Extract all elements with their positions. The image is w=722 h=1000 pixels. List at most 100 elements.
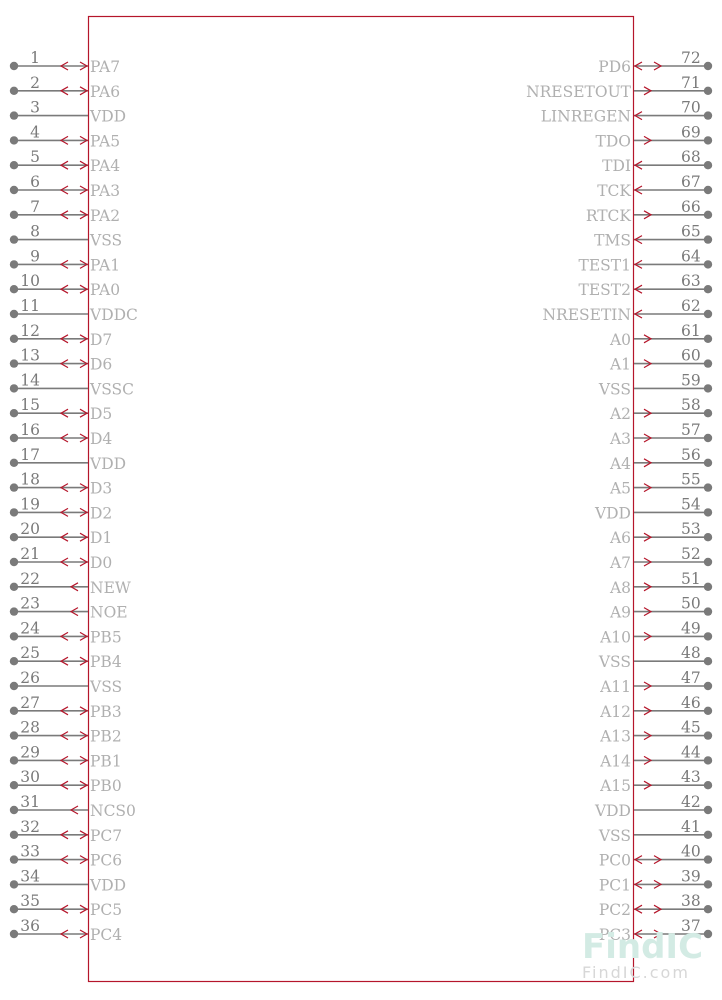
pin-number: 58 [681, 396, 701, 414]
pin-endpoint-dot [703, 681, 713, 691]
pin-number: 47 [681, 669, 701, 687]
pin-name: PC2 [599, 901, 631, 919]
pin-number: 59 [681, 371, 701, 389]
pin-27: 27 PB3 [9, 694, 122, 721]
pin-number: 30 [20, 768, 40, 786]
pin-direction-arrow [59, 61, 89, 71]
pin-number: 43 [681, 768, 701, 786]
pin-66: 66 RTCK [586, 198, 713, 225]
pin-number: 45 [681, 719, 701, 737]
pin-8: 8 VSS [9, 223, 122, 250]
pin-16: 16 D4 [9, 421, 112, 448]
pin-name: PB3 [90, 703, 122, 721]
pin-direction-arrow [59, 284, 89, 294]
pin-number: 36 [20, 917, 40, 935]
pin-endpoint-dot [9, 632, 19, 641]
pin-direction-arrow [59, 507, 89, 517]
pin-endpoint-dot [9, 607, 19, 616]
pin-number: 35 [20, 892, 40, 910]
pin-number: 18 [20, 471, 40, 489]
pin-64: 64 TEST1 [579, 247, 713, 274]
pin-32: 32 PC7 [9, 818, 122, 845]
pin-endpoint-dot [703, 458, 713, 467]
pin-name: PC7 [90, 827, 122, 845]
pin-3: 3 VDD [9, 99, 126, 126]
pin-72: 72 PD6 [598, 49, 713, 76]
pin-23: 23 NOE [9, 595, 128, 622]
pin-name: PA0 [90, 281, 120, 299]
pin-endpoint-dot [9, 185, 19, 195]
pin-number: 8 [30, 223, 40, 241]
pin-33: 33 PC6 [9, 843, 122, 870]
pin-46: 46 A12 [599, 694, 713, 721]
pin-name: NRESETOUT [526, 83, 632, 101]
pin-endpoint-dot [9, 756, 19, 765]
pin-direction-arrow [59, 532, 89, 542]
pin-endpoint-dot [9, 210, 19, 219]
pin-number: 14 [20, 371, 40, 389]
pin-number: 42 [681, 793, 701, 811]
pin-direction-arrow [59, 557, 89, 567]
pin-endpoint-dot [9, 483, 19, 492]
pin-21: 21 D0 [9, 545, 112, 572]
pin-number: 11 [20, 297, 40, 315]
pin-name: VSS [89, 232, 122, 250]
pin-direction-arrow [59, 86, 89, 96]
pin-name: A15 [599, 777, 631, 795]
pin-name: LINREGEN [541, 108, 631, 126]
pin-name: PB0 [90, 777, 122, 795]
pin-number: 49 [681, 619, 701, 637]
pin-direction-arrow [59, 483, 89, 493]
pin-name: VSS [89, 678, 122, 696]
pin-name: PA7 [90, 58, 120, 76]
pin-name: A12 [599, 703, 631, 721]
pin-49: 49 A10 [599, 619, 713, 646]
pin-endpoint-dot [9, 582, 19, 591]
pin-22: 22 NEW [9, 570, 131, 597]
pin-direction-arrow [69, 607, 79, 617]
pin-endpoint-dot [703, 185, 713, 195]
pin-name: A4 [609, 455, 631, 473]
pin-direction-arrow [643, 731, 653, 741]
pin-direction-arrow [633, 111, 643, 121]
pin-direction-arrow [59, 334, 89, 344]
pin-26: 26 VSS [9, 669, 122, 696]
pin-number: 5 [30, 148, 40, 166]
pin-endpoint-dot [9, 557, 19, 567]
pin-endpoint-dot [703, 731, 713, 740]
pin-number: 20 [20, 520, 40, 538]
pin-direction-arrow [643, 631, 653, 641]
pin-62: 62 NRESETIN [542, 297, 713, 324]
pin-direction-arrow [643, 483, 653, 493]
pin-number: 32 [20, 818, 40, 836]
pin-direction-arrow [633, 259, 643, 269]
pin-name: TDI [602, 157, 631, 175]
pin-7: 7 PA2 [9, 198, 120, 225]
pin-name: TMS [594, 232, 631, 250]
pin-number: 21 [20, 545, 40, 563]
pin-direction-arrow [643, 532, 653, 542]
pin-endpoint-dot [9, 161, 19, 170]
pin-name: A11 [599, 678, 631, 696]
pin-name: A0 [609, 331, 631, 349]
pin-name: A3 [609, 430, 631, 448]
pin-endpoint-dot [703, 409, 713, 418]
pin-endpoint-dot [703, 657, 713, 666]
pin-40: 40 PC0 [599, 843, 713, 870]
pin-direction-arrow [59, 855, 89, 865]
pin-name: TDO [596, 132, 631, 150]
pin-endpoint-dot [9, 929, 19, 939]
pin-5: 5 PA4 [9, 148, 120, 175]
pin-name: D1 [90, 529, 112, 547]
pin-name: NEW [90, 579, 131, 597]
pin-number: 6 [30, 173, 40, 191]
pin-name: PB5 [90, 628, 122, 646]
pin-24: 24 PB5 [9, 619, 122, 646]
pin-number: 62 [681, 297, 701, 315]
pin-67: 67 TCK [597, 173, 713, 200]
pin-direction-arrow [643, 780, 653, 790]
pin-35: 35 PC5 [9, 892, 122, 919]
pin-name: A6 [609, 529, 631, 547]
pin-48: 48 VSS [598, 644, 713, 671]
pin-14: 14 VSSC [9, 371, 134, 398]
